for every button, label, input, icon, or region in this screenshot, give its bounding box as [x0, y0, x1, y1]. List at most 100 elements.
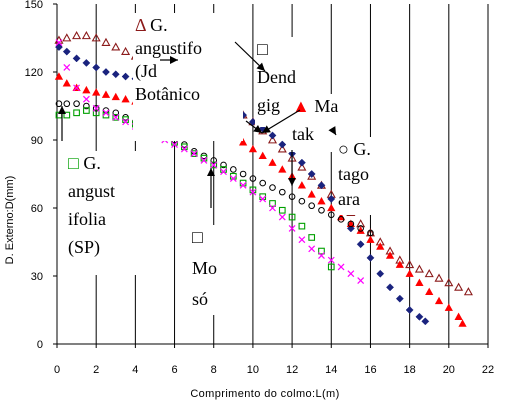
data-point [101, 90, 111, 98]
arrow-head [256, 62, 265, 71]
arrow-head [207, 168, 215, 176]
callout-symbol: □ [68, 153, 79, 173]
data-point [278, 165, 287, 173]
callout-text: ▲ Ma [292, 96, 338, 116]
axes [53, 3, 489, 348]
x-tick-label: 2 [93, 364, 99, 376]
data-point [269, 184, 276, 191]
data-point [62, 33, 72, 42]
data-point [347, 270, 355, 278]
data-point [421, 317, 430, 326]
data-point [121, 46, 131, 56]
arrow-head [253, 125, 262, 133]
data-point [318, 206, 325, 214]
data-point [434, 296, 444, 305]
data-point [298, 236, 306, 244]
callout-label: Ma [310, 96, 339, 116]
callout-text: □ [257, 39, 268, 59]
data-point [111, 92, 120, 101]
data-point [190, 150, 198, 158]
data-point [458, 319, 467, 327]
data-point [73, 100, 80, 108]
x-tick-label: 8 [211, 364, 217, 376]
data-point [92, 104, 100, 112]
data-point [83, 102, 90, 110]
data-point [366, 253, 375, 262]
x-axis-label: Comprimento do colmo:L(m) [190, 388, 339, 400]
data-point [415, 278, 424, 286]
callout-background [336, 137, 384, 215]
data-point [55, 43, 63, 52]
data-point [91, 33, 101, 42]
data-point [55, 39, 63, 46]
callout-text: □ G. [68, 153, 101, 173]
x-tick-label: 16 [364, 364, 376, 376]
callout-text: (Jd [135, 61, 157, 82]
callout-box: ○ G. tago ara [336, 137, 384, 215]
callout-text: (SP) [68, 237, 100, 258]
data-point [298, 197, 306, 205]
data-point [278, 206, 286, 214]
data-point [278, 213, 286, 221]
data-point [463, 287, 473, 296]
data-point [230, 166, 237, 173]
x-tick-label: 4 [132, 364, 138, 376]
data-point [386, 283, 394, 292]
data-point [318, 252, 325, 260]
callout-text: tak [292, 124, 314, 144]
data-point [210, 157, 218, 164]
callout-text: gig [257, 95, 280, 115]
data-point [318, 247, 325, 255]
data-point [366, 235, 375, 243]
data-point [415, 312, 424, 321]
callout-symbol: ○ [338, 139, 349, 159]
callout-text: ○ G. [338, 139, 371, 159]
data-point [376, 269, 385, 278]
y-tick-label: 90 [31, 135, 43, 147]
data-point [269, 200, 276, 207]
data-point [298, 222, 306, 230]
data-point [121, 72, 130, 81]
data-point [297, 162, 307, 171]
data-point [337, 216, 345, 223]
x-tick-label: 10 [247, 364, 259, 376]
data-point [210, 161, 218, 169]
data-point [112, 113, 120, 121]
data-point [267, 135, 278, 144]
data-point [297, 181, 306, 189]
arrow-head [262, 125, 271, 133]
y-tick-label: 30 [31, 271, 43, 283]
arrow-head [288, 178, 296, 186]
data-point [258, 151, 267, 160]
tick-labels: 0 2 4 6 8 10 12 14 16 18 20 22 0 30 60 90 120 150 [25, 0, 494, 376]
y-tick-label: 150 [25, 0, 43, 11]
data-point [122, 118, 129, 126]
callout-text: angustifo [135, 38, 202, 58]
data-point [367, 229, 374, 237]
callout-text: ara [338, 189, 360, 209]
x-tick-label: 22 [482, 364, 494, 376]
data-point [249, 175, 257, 182]
data-point [454, 282, 464, 291]
data-point [424, 269, 434, 278]
data-point [102, 68, 110, 76]
data-point [102, 109, 110, 117]
data-point [268, 158, 277, 166]
data-point [82, 95, 90, 103]
callout-text: Mo [192, 258, 217, 278]
data-point [434, 273, 444, 282]
x-tick-label: 12 [286, 364, 298, 376]
data-point [259, 179, 267, 187]
callout-symbol: ▲ [292, 96, 310, 116]
data-point [239, 138, 248, 146]
data-point [63, 100, 71, 108]
x-tick-label: 0 [54, 364, 60, 376]
x-tick-label: 20 [443, 364, 455, 376]
callout-label: G. [146, 15, 168, 35]
data-point [121, 94, 130, 103]
data-point [278, 140, 287, 149]
arrow-head [58, 106, 66, 114]
callout-text: angust [68, 181, 115, 201]
callout-label: G. [79, 153, 101, 173]
